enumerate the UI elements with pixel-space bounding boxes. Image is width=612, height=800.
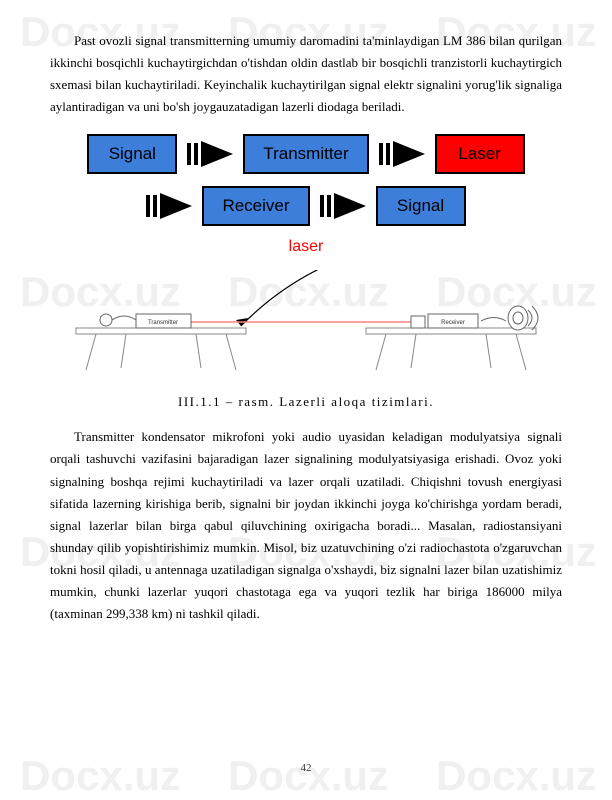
transmitter-device-label: Transmitter: [148, 320, 178, 326]
box-signal-2: Signal: [376, 186, 466, 226]
watermark: Docx.uz: [20, 752, 181, 800]
laser-label: laser: [76, 238, 536, 256]
page-number: 42: [0, 762, 612, 774]
paragraph-2: Transmitter kondensator mikrofoni yoki a…: [50, 426, 562, 625]
figure-caption: III.1.1 – rasm. Lazerli aloqa tizimlari.: [50, 394, 562, 410]
left-table: [76, 328, 246, 370]
box-receiver: Receiver: [202, 186, 309, 226]
arrow-icon: [187, 141, 233, 167]
laser-scene-illustration: Transmitter Receiver: [66, 270, 546, 380]
right-table: [366, 328, 536, 370]
diagram-row-1: Signal Transmitter Laser: [76, 134, 536, 174]
arrow-icon: [379, 141, 425, 167]
diagram-row-2: Receiver Signal: [76, 186, 536, 226]
box-signal-1: Signal: [87, 134, 177, 174]
paragraph-1: Past ovozli signal transmitterning umumi…: [50, 30, 562, 118]
arrow-icon: [146, 193, 192, 219]
watermark: Docx.uz: [436, 752, 597, 800]
block-diagram: Signal Transmitter Laser Receiver Signal…: [76, 134, 536, 256]
laser-label-text: laser: [289, 238, 324, 255]
box-transmitter: Transmitter: [243, 134, 368, 174]
speaker-icon: [508, 306, 538, 330]
laser-scene-svg: Transmitter Receiver: [66, 270, 546, 380]
receiver-device-label: Receiver: [441, 320, 465, 326]
arrow-icon: [320, 193, 366, 219]
pointer-curve: [241, 270, 321, 326]
box-laser: Laser: [435, 134, 525, 174]
watermark: Docx.uz: [228, 752, 389, 800]
page-content: Past ovozli signal transmitterning umumi…: [0, 0, 612, 661]
